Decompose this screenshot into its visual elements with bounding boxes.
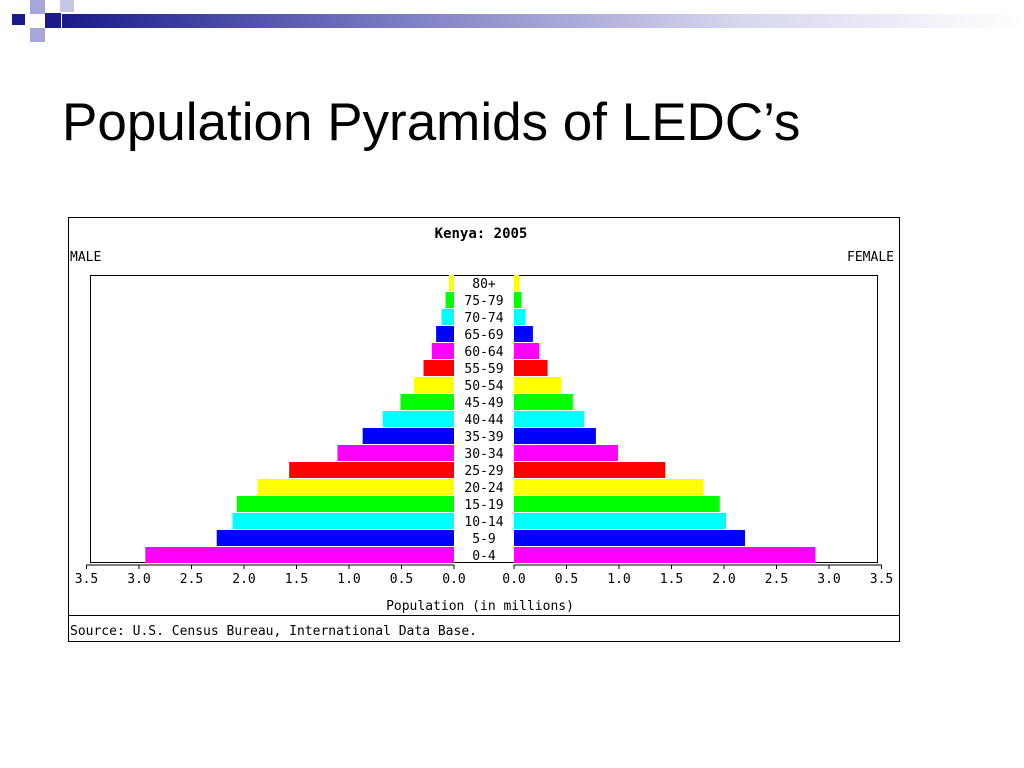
population-pyramid-chart: Kenya: 2005 MALE FEMALE 80+ 75-79 70-74 65-… (68, 217, 900, 642)
x-tick-label: 3.0 (817, 572, 840, 587)
bar-male-65-69 (436, 326, 454, 342)
header-gradient-bar (62, 14, 1024, 28)
x-tick-label: 0.0 (442, 572, 465, 587)
bar-female-20-24 (514, 479, 703, 495)
bar-female-40-44 (514, 411, 585, 427)
bar-female-15-19 (514, 496, 720, 512)
bar-male-35-39 (362, 428, 454, 444)
chart-title: Kenya: 2005 (435, 226, 528, 242)
bar-female-30-34 (514, 445, 618, 461)
bar-female-25-29 (514, 462, 666, 478)
bar-female-50-54 (514, 377, 562, 393)
age-label: 15-19 (464, 498, 503, 513)
bar-male-0-4 (145, 547, 455, 563)
x-tick-label: 0.5 (390, 572, 413, 587)
bar-male-60-64 (431, 343, 454, 359)
bar-male-80+ (448, 275, 454, 291)
bar-male-55-59 (423, 360, 454, 376)
bar-female-75-79 (514, 292, 522, 308)
male-label: MALE (70, 250, 101, 265)
bar-female-65-69 (514, 326, 533, 342)
age-label: 30-34 (464, 447, 503, 462)
age-label: 65-69 (464, 328, 503, 343)
bar-female-80+ (514, 275, 520, 291)
x-axis-title: Population (in millions) (386, 599, 574, 614)
bar-male-50-54 (414, 377, 454, 393)
bar-female-70-74 (514, 309, 526, 325)
x-tick-label: 1.5 (285, 572, 308, 587)
bar-female-55-59 (514, 360, 548, 376)
x-tick-label: 1.0 (607, 572, 630, 587)
bar-female-45-49 (514, 394, 573, 410)
plot-area (90, 275, 878, 563)
age-label: 75-79 (464, 294, 503, 309)
bar-male-25-29 (289, 462, 454, 478)
age-label: 60-64 (464, 345, 503, 360)
age-label: 5-9 (472, 532, 495, 547)
bar-male-20-24 (257, 479, 454, 495)
accent-square-light (30, 28, 45, 42)
age-label: 40-44 (464, 413, 503, 428)
bar-male-45-49 (400, 394, 454, 410)
bar-female-60-64 (514, 343, 540, 359)
accent-square-light (60, 0, 74, 12)
accent-square-dark (45, 13, 61, 28)
x-tick-label: 2.5 (180, 572, 203, 587)
age-label: 45-49 (464, 396, 503, 411)
x-tick-label: 2.0 (232, 572, 255, 587)
x-axis: 3.5 3.0 2.5 2.0 1.5 1.0 0.5 0.0 0.0 0.5 1.0 1.5 2.0 2… (75, 564, 893, 587)
x-tick-label: 3.5 (75, 572, 98, 587)
x-tick-label: 0.5 (555, 572, 578, 587)
x-tick-label: 1.5 (660, 572, 683, 587)
age-label: 35-39 (464, 430, 503, 445)
age-label: 25-29 (464, 464, 503, 479)
age-labels-group: 80+ 75-79 70-74 65-69 60-64 55-59 50-54 45-49 40… (464, 277, 503, 564)
bar-male-5-9 (216, 530, 454, 546)
bar-female-5-9 (514, 530, 745, 546)
x-tick-label: 3.5 (870, 572, 893, 587)
female-label: FEMALE (847, 250, 894, 265)
bar-male-40-44 (382, 411, 454, 427)
age-label: 50-54 (464, 379, 503, 394)
bar-male-30-34 (337, 445, 454, 461)
bar-male-70-74 (441, 309, 454, 325)
corner-decoration (0, 0, 1024, 48)
bar-male-75-79 (445, 292, 454, 308)
age-label: 0-4 (472, 549, 496, 564)
bars-group (145, 275, 816, 563)
age-label: 80+ (472, 277, 496, 292)
accent-square-light (30, 0, 45, 14)
chart-frame (68, 217, 900, 642)
x-tick-label: 0.0 (502, 572, 525, 587)
x-tick-label: 3.0 (127, 572, 150, 587)
x-tick-label: 2.5 (765, 572, 788, 587)
bar-male-15-19 (236, 496, 454, 512)
age-label: 20-24 (464, 481, 503, 496)
age-label: 10-14 (464, 515, 503, 530)
bar-female-10-14 (514, 513, 727, 529)
source-note: Source: U.S. Census Bureau, Internationa… (70, 624, 477, 639)
bar-female-35-39 (514, 428, 596, 444)
x-tick-label: 2.0 (712, 572, 735, 587)
x-tick-label: 1.0 (337, 572, 360, 587)
bar-male-10-14 (232, 513, 454, 529)
age-label: 70-74 (464, 311, 503, 326)
accent-square-dark (12, 14, 25, 25)
slide-title: Population Pyramids of LEDC’s (62, 93, 801, 152)
age-label: 55-59 (464, 362, 503, 377)
bar-female-0-4 (514, 547, 816, 563)
